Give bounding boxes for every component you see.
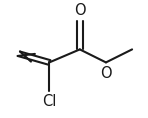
Text: O: O [100, 66, 112, 81]
Text: Cl: Cl [42, 94, 57, 109]
Text: O: O [74, 3, 86, 18]
